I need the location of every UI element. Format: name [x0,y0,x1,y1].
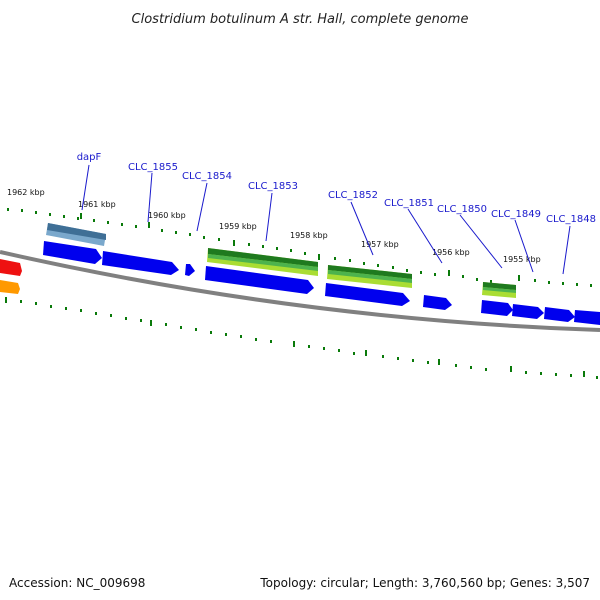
gene-label-clc-1853: CLC_1853 [248,181,298,192]
gene-label-clc-1852: CLC_1852 [328,190,378,201]
cds-arrow [512,304,544,319]
kbp-tick-label: 1957 kbp [361,240,399,249]
genome-backbone [0,250,600,332]
cds-arrow [325,283,410,306]
kbp-tick-label: 1955 kbp [503,255,541,264]
kbp-tick-label: 1956 kbp [432,248,470,257]
accession-text: Accession: NC_009698 [9,576,145,590]
gene-labels: dapF CLC_1855 CLC_1854 CLC_1853 CLC_1852… [77,152,596,225]
cds-arrow [43,241,102,264]
cds-arrow [185,264,195,276]
gene-label-clc-1850: CLC_1850 [437,204,487,215]
left-edge-features [0,259,22,294]
cds-arrow [544,307,575,322]
genome-summary-text: Topology: circular; Length: 3,760,560 bp… [259,576,590,590]
gene-leader-lines [81,164,571,275]
kbp-tick-label: 1961 kbp [78,200,116,209]
green-feature-1852 [327,265,412,288]
dapf-feature [46,223,106,246]
gene-label-clc-1849: CLC_1849 [491,209,541,220]
red-feature [0,259,22,276]
gene-label-clc-1854: CLC_1854 [182,171,232,182]
orange-feature [0,280,20,294]
gene-label-clc-1851: CLC_1851 [384,198,434,209]
kbp-tick-label: 1962 kbp [7,188,45,197]
kbp-tick-label: 1959 kbp [219,222,257,231]
cds-arrow [102,251,179,275]
cds-arrows [43,241,600,325]
inner-tick-row [5,297,598,379]
cds-arrow [574,310,600,325]
cds-arrow [205,266,314,294]
map-title: Clostridium botulinum A str. Hall, compl… [132,12,469,27]
kbp-tick-labels: 1962 kbp 1961 kbp 1960 kbp 1959 kbp 1958… [7,188,541,264]
kbp-tick-label: 1960 kbp [148,211,186,220]
green-feature-1850 [482,282,516,298]
cds-arrow [423,295,452,310]
green-feature-1853 [207,248,318,276]
cds-arrow [481,300,513,316]
gene-label-clc-1855: CLC_1855 [128,162,178,173]
outer-tick-row [7,208,592,287]
gene-label-clc-1848: CLC_1848 [546,214,596,225]
kbp-tick-label: 1958 kbp [290,231,328,240]
gene-label-dapf: dapF [77,152,102,163]
